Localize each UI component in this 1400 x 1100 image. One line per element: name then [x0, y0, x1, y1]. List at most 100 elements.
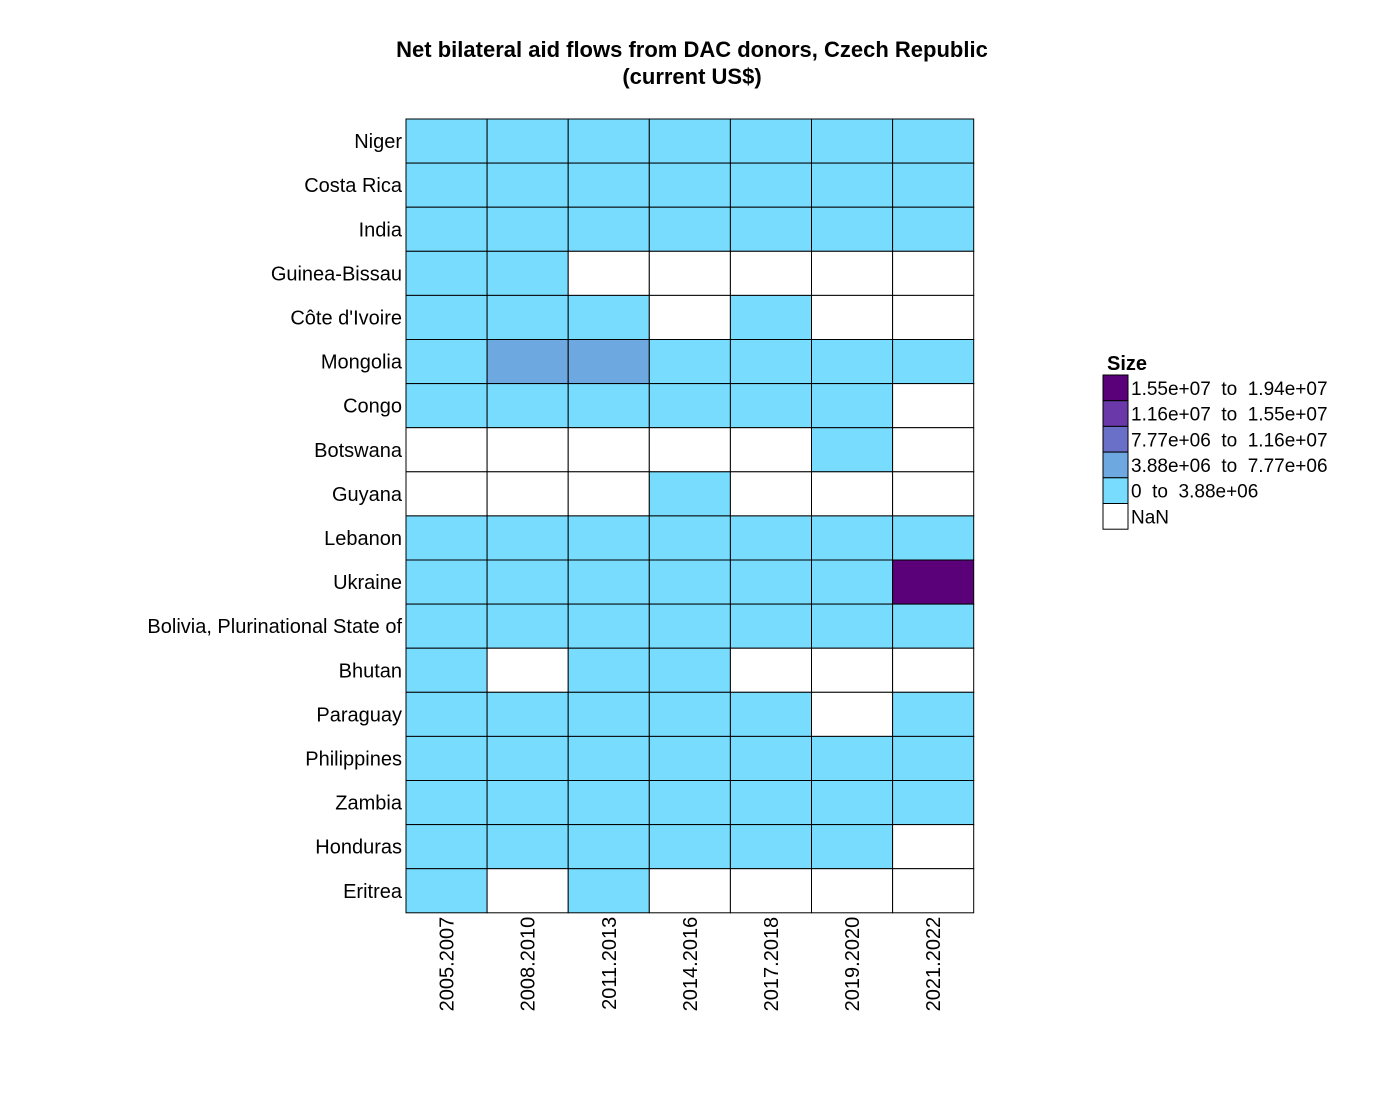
- heatmap-cell: [405, 824, 488, 870]
- heatmap-cell: [648, 206, 731, 252]
- heatmap-cell: [892, 294, 975, 340]
- heatmap-cell: [892, 118, 975, 164]
- heatmap-cell: [486, 339, 569, 385]
- heatmap-cell: [486, 383, 569, 429]
- row-label: Eritrea: [343, 881, 403, 903]
- row-label: Mongolia: [321, 352, 403, 374]
- heatmap-cell: [892, 868, 975, 914]
- heatmap-cell: [729, 206, 813, 252]
- heatmap-cell: [729, 559, 813, 605]
- heatmap-cell: [811, 559, 894, 605]
- heatmap-cell: [729, 647, 813, 693]
- heatmap-cell: [729, 339, 813, 385]
- heatmap-cell: [486, 603, 569, 649]
- heatmap-cell: [892, 383, 975, 429]
- heatmap-cell: [486, 735, 569, 782]
- heatmap-cell: [729, 250, 813, 296]
- heatmap-cell: [729, 868, 813, 914]
- legend-label: 7.77e+06 to 1.16e+07: [1131, 430, 1328, 451]
- heatmap-cell: [486, 780, 569, 826]
- column-label: 2005.2007: [437, 917, 459, 1012]
- heatmap-cell: [648, 118, 731, 164]
- heatmap-cell: [892, 515, 975, 561]
- heatmap-cell: [892, 559, 975, 605]
- heatmap-cell: [811, 647, 894, 693]
- heatmap-cell: [405, 735, 488, 782]
- column-labels: 2005.2007 2008.2010 2011.2013 2014.2016 2017…: [437, 917, 945, 1012]
- row-label: Lebanon: [324, 528, 402, 550]
- row-label: Honduras: [315, 837, 402, 859]
- heatmap-cell: [405, 250, 488, 296]
- heatmap-cell: [892, 162, 975, 208]
- heatmap-cell: [811, 339, 894, 385]
- heatmap-cell: [729, 118, 813, 164]
- heatmap-cell: [486, 515, 569, 561]
- row-label: Bolivia, Plurinational State of: [147, 616, 402, 638]
- heatmap-cell: [567, 339, 650, 385]
- heatmap-cell: [648, 250, 731, 296]
- heatmap-cell: [567, 515, 650, 561]
- heatmap-cell: [811, 250, 894, 296]
- heatmap-cell: [567, 294, 650, 340]
- legend-swatch: [1102, 503, 1129, 530]
- legend-swatch: [1102, 400, 1129, 427]
- row-label: Zambia: [335, 793, 403, 815]
- legend-swatch: [1102, 451, 1129, 479]
- heatmap-cell: [892, 824, 975, 870]
- heatmap-cell: [567, 162, 650, 208]
- column-label: 2011.2013: [599, 917, 621, 1010]
- column-label: 2017.2018: [761, 917, 783, 1012]
- column-label: 2019.2020: [842, 917, 864, 1012]
- row-label: Guinea-Bissau: [271, 263, 402, 285]
- row-label: Côte d'Ivoire: [290, 307, 402, 329]
- heatmap-cell: [405, 868, 488, 914]
- heatmap-cell: [486, 559, 569, 605]
- row-label: Congo: [343, 396, 402, 418]
- heatmap-cell: [811, 294, 894, 340]
- heatmap-cell: [729, 427, 813, 473]
- heatmap-cell: [567, 603, 650, 649]
- heatmap-cell: [648, 824, 731, 870]
- heatmap-cell: [811, 515, 894, 561]
- heatmap-cell: [648, 868, 731, 914]
- heatmap-cell: [486, 471, 569, 517]
- heatmap-cell: [811, 118, 894, 164]
- heatmap-cell: [892, 691, 975, 737]
- heatmap-cell: [892, 647, 975, 693]
- heatmap-cell: [405, 427, 488, 473]
- row-label: Guyana: [332, 484, 403, 506]
- heatmap-cell: [486, 647, 569, 693]
- heatmap-cells: [405, 118, 975, 914]
- heatmap-cell: [729, 735, 813, 782]
- heatmap-cell: [729, 294, 813, 340]
- heatmap-cell: [729, 383, 813, 429]
- heatmap-cell: [811, 735, 894, 782]
- row-label: Ukraine: [333, 572, 402, 594]
- heatmap-cell: [567, 471, 650, 517]
- heatmap-cell: [405, 339, 488, 385]
- heatmap-cell: [729, 471, 813, 517]
- heatmap-cell: [486, 118, 569, 164]
- row-label: Paraguay: [316, 704, 402, 726]
- heatmap-cell: [405, 647, 488, 693]
- heatmap-cell: [486, 294, 569, 340]
- heatmap-cell: [811, 162, 894, 208]
- heatmap-cell: [892, 206, 975, 252]
- legend-swatch: [1102, 477, 1129, 504]
- heatmap-cell: [567, 250, 650, 296]
- heatmap-cell: [486, 868, 569, 914]
- heatmap-cell: [729, 780, 813, 826]
- row-label: Philippines: [305, 748, 402, 770]
- heatmap-cell: [567, 647, 650, 693]
- heatmap-cell: [648, 691, 731, 737]
- legend-label: NaN: [1131, 507, 1169, 528]
- heatmap-cell: [567, 559, 650, 605]
- heatmap-cell: [567, 780, 650, 826]
- heatmap-cell: [567, 118, 650, 164]
- heatmap-cell: [729, 824, 813, 870]
- row-label: India: [359, 219, 403, 241]
- heatmap-cell: [892, 471, 975, 517]
- row-label: Bhutan: [339, 660, 402, 682]
- heatmap-cell: [567, 691, 650, 737]
